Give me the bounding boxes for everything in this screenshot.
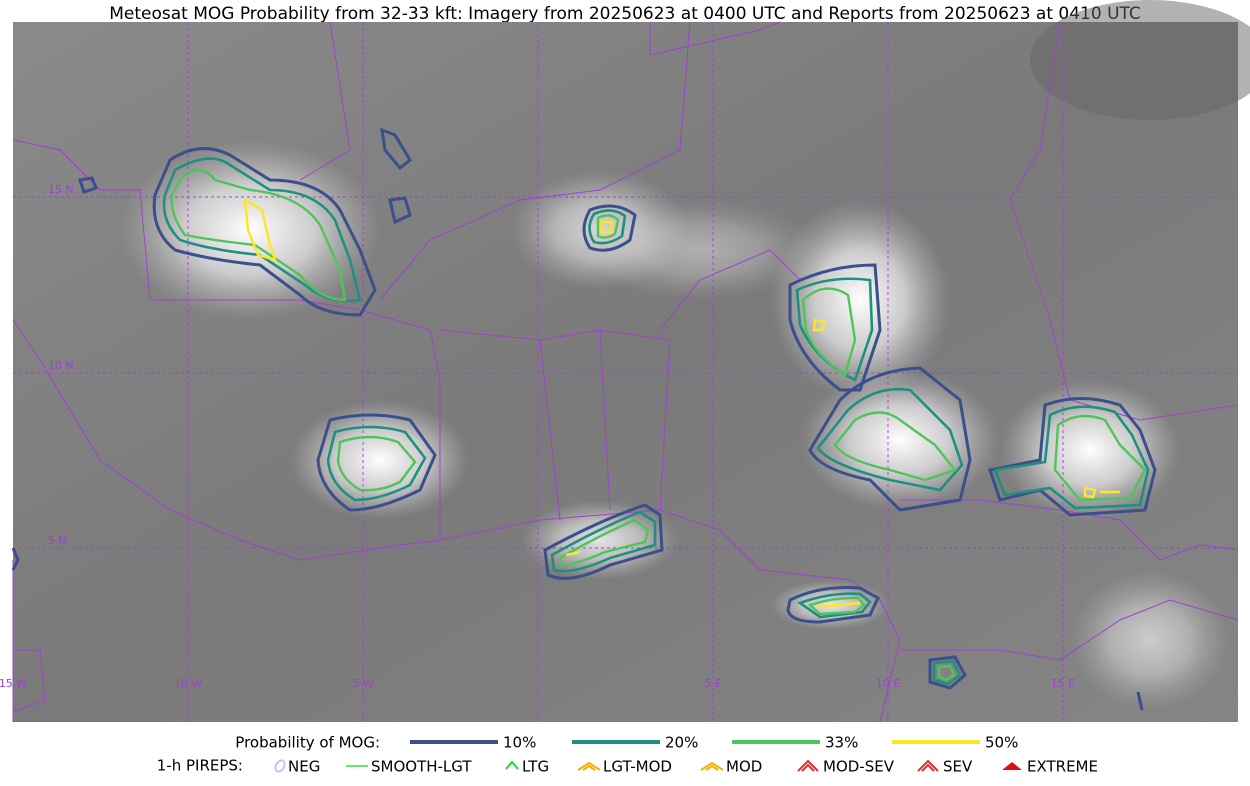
legend-label: NEG <box>288 758 320 776</box>
legend-label: LGT-MOD <box>603 758 672 776</box>
legend-title: 1-h PIREPS: <box>157 757 243 775</box>
legend-label: LTG <box>522 758 549 776</box>
legend-label: 10% <box>503 734 536 752</box>
legend-label: MOD-SEV <box>823 758 895 776</box>
legend: Probability of MOG: 1-h PIREPS: 10% 20% 33… <box>157 734 1098 776</box>
lon-label: 15 E <box>1051 677 1075 690</box>
map-title: Meteosat MOG Probability from 32-33 kft:… <box>109 4 1141 24</box>
lat-label: 15 N <box>48 183 74 196</box>
lon-label: 5 W <box>352 677 373 690</box>
legend-label: 33% <box>825 734 858 752</box>
lon-label: 15 W <box>0 677 27 690</box>
legend-label: 50% <box>985 734 1018 752</box>
lat-label: 10 N <box>48 359 74 372</box>
borders <box>12 21 1239 723</box>
legend-icon <box>577 761 601 771</box>
legend-icon <box>274 759 286 773</box>
lon-label: 5 E <box>704 677 721 690</box>
probability-contours <box>11 127 1157 711</box>
lat-label: 5 N <box>48 534 67 547</box>
satellite-image <box>13 0 1250 722</box>
graticule <box>13 22 1238 722</box>
legend-icon <box>505 760 519 770</box>
legend-label: EXTREME <box>1027 758 1098 776</box>
legend-label: SMOOTH-LGT <box>371 758 472 776</box>
legend-icon <box>917 759 939 772</box>
legend-label: MOD <box>726 758 762 776</box>
legend-title: Probability of MOG: <box>235 734 380 752</box>
legend-label: 20% <box>665 734 698 752</box>
legend-icon <box>797 759 819 772</box>
legend-label: SEV <box>943 758 973 776</box>
legend-icon <box>700 761 724 771</box>
lon-label: 10 E <box>876 677 900 690</box>
legend-icon <box>1002 762 1022 770</box>
lon-label: 10 W <box>174 677 202 690</box>
